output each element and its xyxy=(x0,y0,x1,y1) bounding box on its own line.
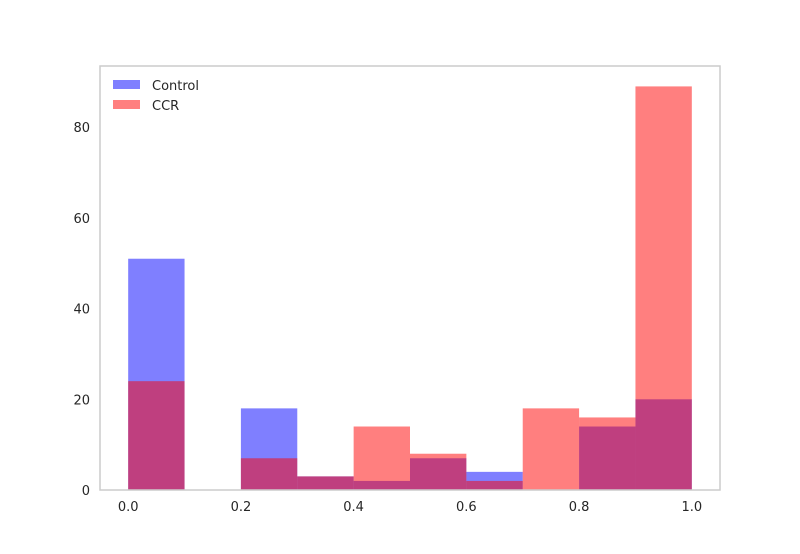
y-tick-label: 20 xyxy=(73,393,90,408)
legend-swatch-control xyxy=(113,80,140,89)
y-tick-label: 60 xyxy=(73,212,90,227)
x-tick-label: 0.4 xyxy=(343,500,364,515)
bar-ccr-7 xyxy=(522,408,580,490)
bar-ccr-4 xyxy=(353,426,410,490)
bars-layer xyxy=(128,86,692,490)
legend-label-control: Control xyxy=(152,79,199,94)
x-tick-label: 0.8 xyxy=(569,500,590,515)
bar-ccr-6 xyxy=(466,480,523,490)
legend: Control CCR xyxy=(113,79,199,114)
bar-ccr-9 xyxy=(635,86,692,490)
x-tick-label: 0.6 xyxy=(456,500,477,515)
x-tick-label: 0.2 xyxy=(231,500,252,515)
bar-ccr-3 xyxy=(297,476,354,490)
x-tick-label: 1.0 xyxy=(681,500,702,515)
legend-swatch-ccr xyxy=(113,100,140,109)
plot-frame xyxy=(99,65,721,491)
bar-ccr-5 xyxy=(410,453,467,490)
x-axis-ticks: 0.0 0.2 0.4 0.6 0.8 1.0 xyxy=(118,500,702,515)
y-tick-label: 80 xyxy=(73,121,90,136)
bar-ccr-0 xyxy=(128,381,185,490)
bar-ccr-8 xyxy=(579,417,636,490)
y-tick-label: 0 xyxy=(82,484,90,499)
x-tick-label: 0.0 xyxy=(118,500,139,515)
bar-ccr-2 xyxy=(240,458,298,490)
y-tick-label: 40 xyxy=(73,303,90,318)
legend-label-ccr: CCR xyxy=(152,99,179,114)
y-axis-ticks: 0 20 40 60 80 xyxy=(73,121,90,499)
